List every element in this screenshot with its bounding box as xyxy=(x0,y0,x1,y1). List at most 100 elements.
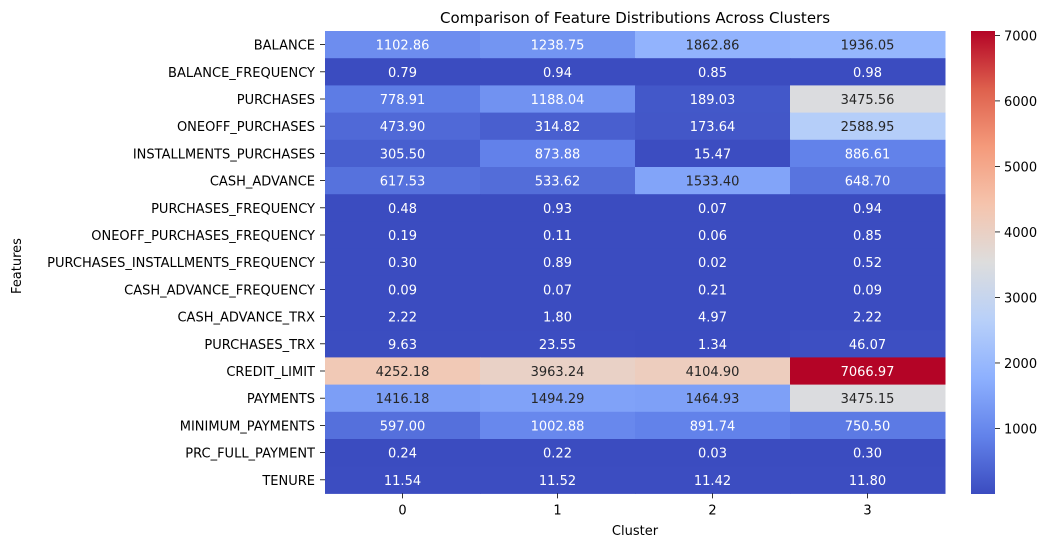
heatmap-cell xyxy=(635,275,791,304)
cell-value: 1533.40 xyxy=(686,175,740,190)
cell-value: 0.22 xyxy=(543,447,572,462)
cell-value: 7066.97 xyxy=(841,365,895,380)
heatmap-cell xyxy=(480,357,636,386)
heatmap-cell xyxy=(325,112,481,141)
heatmap-cell xyxy=(790,275,946,304)
cell-value: 597.00 xyxy=(380,419,426,434)
heatmap-cell xyxy=(790,439,946,467)
cell-value: 0.30 xyxy=(388,256,417,271)
cell-value: 1936.05 xyxy=(841,39,895,54)
heatmap-cell xyxy=(635,139,791,168)
y-tick-label: CASH_ADVANCE_FREQUENCY xyxy=(124,283,315,298)
heatmap-cell xyxy=(635,31,791,59)
colorbar-gradient xyxy=(971,31,995,494)
heatmap-cell xyxy=(790,112,946,141)
cell-value: 0.07 xyxy=(698,202,727,217)
heatmap-cell xyxy=(635,466,791,494)
cell-value: 2588.95 xyxy=(841,120,895,135)
cell-value: 0.19 xyxy=(388,229,417,244)
heatmap-cell xyxy=(635,112,791,141)
heatmap-cell xyxy=(325,466,481,494)
cell-value: 750.50 xyxy=(845,419,891,434)
cell-value: 11.42 xyxy=(694,474,731,489)
cell-value: 0.94 xyxy=(543,66,572,81)
heatmap-cell xyxy=(790,330,946,358)
y-tick-label: INSTALLMENTS_PURCHASES xyxy=(133,147,315,162)
heatmap-cell xyxy=(480,139,636,168)
cell-value: 9.63 xyxy=(388,338,417,353)
heatmap-cell xyxy=(325,439,481,467)
cell-value: 0.24 xyxy=(388,447,417,462)
cell-value: 1464.93 xyxy=(686,392,740,407)
heatmap-cell xyxy=(325,303,481,331)
cell-value: 473.90 xyxy=(380,120,426,135)
cell-value: 1188.04 xyxy=(531,93,585,108)
heatmap-cell xyxy=(325,330,481,358)
cell-value: 4104.90 xyxy=(686,365,740,380)
cell-value: 0.94 xyxy=(853,202,882,217)
cell-value: 0.09 xyxy=(853,283,882,298)
cell-value: 648.70 xyxy=(845,175,891,190)
x-axis: 0 1 2 3 xyxy=(398,493,872,518)
heatmap-cell xyxy=(325,411,481,440)
cell-value: 305.50 xyxy=(380,147,426,162)
heatmap-cell xyxy=(325,275,481,304)
heatmap-cell xyxy=(325,194,481,222)
heatmap-cell xyxy=(480,275,636,304)
heatmap-cell xyxy=(480,439,636,467)
colorbar-tick-label: 4000 xyxy=(1004,226,1037,241)
cell-value: 0.85 xyxy=(698,66,727,81)
y-tick-label: PURCHASES_TRX xyxy=(204,338,315,353)
heatmap-cell xyxy=(480,112,636,141)
heatmap-cell xyxy=(325,384,481,413)
cell-value: 1.34 xyxy=(698,338,727,353)
heatmap-cell xyxy=(480,248,636,277)
y-tick-label: MINIMUM_PAYMENTS xyxy=(180,419,315,434)
heatmap-cell xyxy=(790,85,946,114)
y-tick-label: CASH_ADVANCE_TRX xyxy=(177,311,315,326)
heatmap-cell xyxy=(790,357,946,386)
colorbar-tick-label: 7000 xyxy=(1004,29,1037,44)
heatmap-cell xyxy=(790,221,946,250)
heatmap-cell xyxy=(635,384,791,413)
cell-value: 15.47 xyxy=(694,147,731,162)
heatmap-cell xyxy=(480,194,636,222)
heatmap-cell xyxy=(480,330,636,358)
cell-value: 3963.24 xyxy=(531,365,585,380)
heatmap-cell xyxy=(325,139,481,168)
colorbar-tick-label: 5000 xyxy=(1004,160,1037,175)
cell-value: 3475.15 xyxy=(841,392,895,407)
cell-value: 533.62 xyxy=(535,175,581,190)
cell-value: 11.54 xyxy=(384,474,421,489)
x-tick-label: 3 xyxy=(863,503,871,518)
cell-value: 778.91 xyxy=(380,93,426,108)
x-tick-label: 0 xyxy=(398,503,406,518)
cell-value: 11.52 xyxy=(539,474,576,489)
y-axis-label: Features xyxy=(10,238,25,294)
heatmap-cell xyxy=(790,139,946,168)
cell-value: 0.30 xyxy=(853,447,882,462)
heatmap-cell xyxy=(635,330,791,358)
heatmap-cell xyxy=(480,31,636,59)
heatmap-cell xyxy=(635,248,791,277)
heatmap-cell xyxy=(325,167,481,195)
cell-value: 1416.18 xyxy=(376,392,430,407)
y-tick-label: CASH_ADVANCE xyxy=(210,175,315,190)
cell-value: 0.79 xyxy=(388,66,417,81)
cell-value: 0.03 xyxy=(698,447,727,462)
heatmap-cell xyxy=(635,58,791,86)
cell-value: 0.52 xyxy=(853,256,882,271)
heatmap-cell xyxy=(480,411,636,440)
cell-value: 189.03 xyxy=(690,93,736,108)
heatmap-cell xyxy=(790,384,946,413)
heatmap-cell xyxy=(635,194,791,222)
y-tick-label: PURCHASES_FREQUENCY xyxy=(151,202,315,217)
heatmap-cell xyxy=(325,58,481,86)
heatmap-cell xyxy=(790,411,946,440)
heatmap-cell xyxy=(635,167,791,195)
heatmap-cell xyxy=(480,466,636,494)
heatmap-cell xyxy=(480,85,636,114)
cell-value: 2.22 xyxy=(388,311,417,326)
heatmap-cell xyxy=(480,58,636,86)
heatmap-cell xyxy=(635,303,791,331)
